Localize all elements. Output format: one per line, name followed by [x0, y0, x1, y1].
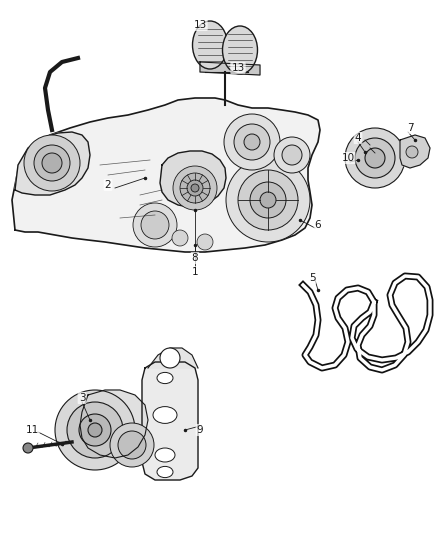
Circle shape — [197, 234, 213, 250]
Circle shape — [133, 203, 177, 247]
Polygon shape — [148, 348, 198, 368]
Circle shape — [250, 182, 286, 218]
Circle shape — [24, 135, 80, 191]
Ellipse shape — [157, 466, 173, 478]
Polygon shape — [400, 135, 430, 168]
Circle shape — [224, 114, 280, 170]
Circle shape — [260, 192, 276, 208]
Polygon shape — [12, 98, 320, 252]
Circle shape — [274, 137, 310, 173]
Circle shape — [234, 124, 270, 160]
Circle shape — [365, 148, 385, 168]
Circle shape — [282, 145, 302, 165]
Ellipse shape — [157, 373, 173, 384]
Circle shape — [173, 166, 217, 210]
Text: 9: 9 — [197, 425, 203, 435]
Text: 8: 8 — [192, 253, 198, 263]
Text: 1: 1 — [192, 267, 198, 277]
Circle shape — [160, 348, 180, 368]
Circle shape — [238, 170, 298, 230]
Circle shape — [118, 431, 146, 459]
Circle shape — [345, 128, 405, 188]
Circle shape — [141, 211, 169, 239]
Text: 13: 13 — [231, 63, 245, 73]
Text: 7: 7 — [407, 123, 413, 133]
Polygon shape — [200, 62, 260, 75]
Circle shape — [23, 443, 33, 453]
Circle shape — [406, 146, 418, 158]
Circle shape — [172, 230, 188, 246]
Circle shape — [34, 145, 70, 181]
Ellipse shape — [155, 448, 175, 462]
Polygon shape — [15, 132, 90, 195]
Text: 5: 5 — [309, 273, 315, 283]
Circle shape — [88, 423, 102, 437]
Circle shape — [42, 153, 62, 173]
Ellipse shape — [192, 21, 227, 69]
Circle shape — [226, 158, 310, 242]
Circle shape — [187, 180, 203, 196]
Circle shape — [110, 423, 154, 467]
Polygon shape — [142, 362, 198, 480]
Polygon shape — [160, 151, 226, 207]
Text: 10: 10 — [342, 153, 355, 163]
Ellipse shape — [153, 407, 177, 423]
Circle shape — [55, 390, 135, 470]
Text: 3: 3 — [79, 393, 85, 403]
Text: 4: 4 — [355, 133, 361, 143]
Text: 11: 11 — [25, 425, 39, 435]
Circle shape — [355, 138, 395, 178]
Circle shape — [180, 173, 210, 203]
Text: 13: 13 — [193, 20, 207, 30]
Circle shape — [191, 184, 199, 192]
Circle shape — [67, 402, 123, 458]
Circle shape — [79, 414, 111, 446]
Circle shape — [244, 134, 260, 150]
Text: 2: 2 — [105, 180, 111, 190]
Ellipse shape — [223, 26, 258, 74]
Text: 6: 6 — [314, 220, 321, 230]
Polygon shape — [80, 390, 148, 458]
